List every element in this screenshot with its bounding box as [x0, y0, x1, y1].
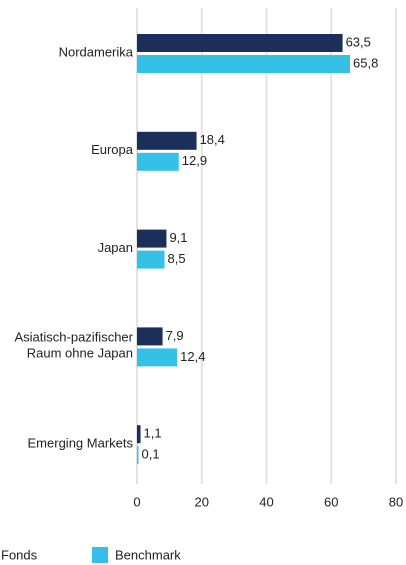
value-label: 12,9	[182, 153, 207, 168]
value-label: 1,1	[144, 426, 162, 441]
bar	[137, 446, 139, 465]
value-label: 12,4	[180, 349, 205, 364]
bar	[137, 250, 165, 269]
x-tick-label: 0	[133, 494, 140, 509]
x-tick-label: 20	[195, 494, 209, 509]
category-label: Nordamerika	[59, 44, 134, 59]
x-tick-label: 60	[324, 494, 338, 509]
bar	[137, 34, 343, 52]
value-label: 8,5	[168, 251, 186, 266]
legend-label: Benchmark	[115, 547, 181, 562]
x-tick-label: 80	[389, 494, 403, 509]
category-label-line: Asiatisch-pazifischer	[15, 330, 134, 345]
bar	[137, 131, 197, 150]
value-label: 63,5	[346, 34, 371, 49]
legend-swatch	[92, 547, 108, 563]
category-label: Asiatisch-pazifischer Raum ohne Japan	[15, 330, 134, 361]
category-label-line: Raum ohne Japan	[23, 346, 133, 361]
category-label: Emerging Markets	[28, 436, 134, 451]
category-label: Europa	[91, 142, 134, 157]
value-label: 18,4	[200, 132, 225, 147]
value-label: 7,9	[166, 328, 184, 343]
bar	[137, 55, 351, 73]
bar	[137, 152, 179, 171]
x-tick-label: 40	[259, 494, 273, 509]
bar	[137, 425, 141, 444]
bar	[137, 229, 167, 248]
value-label: 0,1	[142, 447, 160, 462]
value-label: 65,8	[353, 55, 378, 70]
bar	[137, 327, 163, 346]
bar	[137, 348, 178, 367]
category-label: Japan	[98, 240, 133, 255]
value-label: 9,1	[169, 230, 187, 245]
legend-label: Fonds	[1, 547, 38, 562]
